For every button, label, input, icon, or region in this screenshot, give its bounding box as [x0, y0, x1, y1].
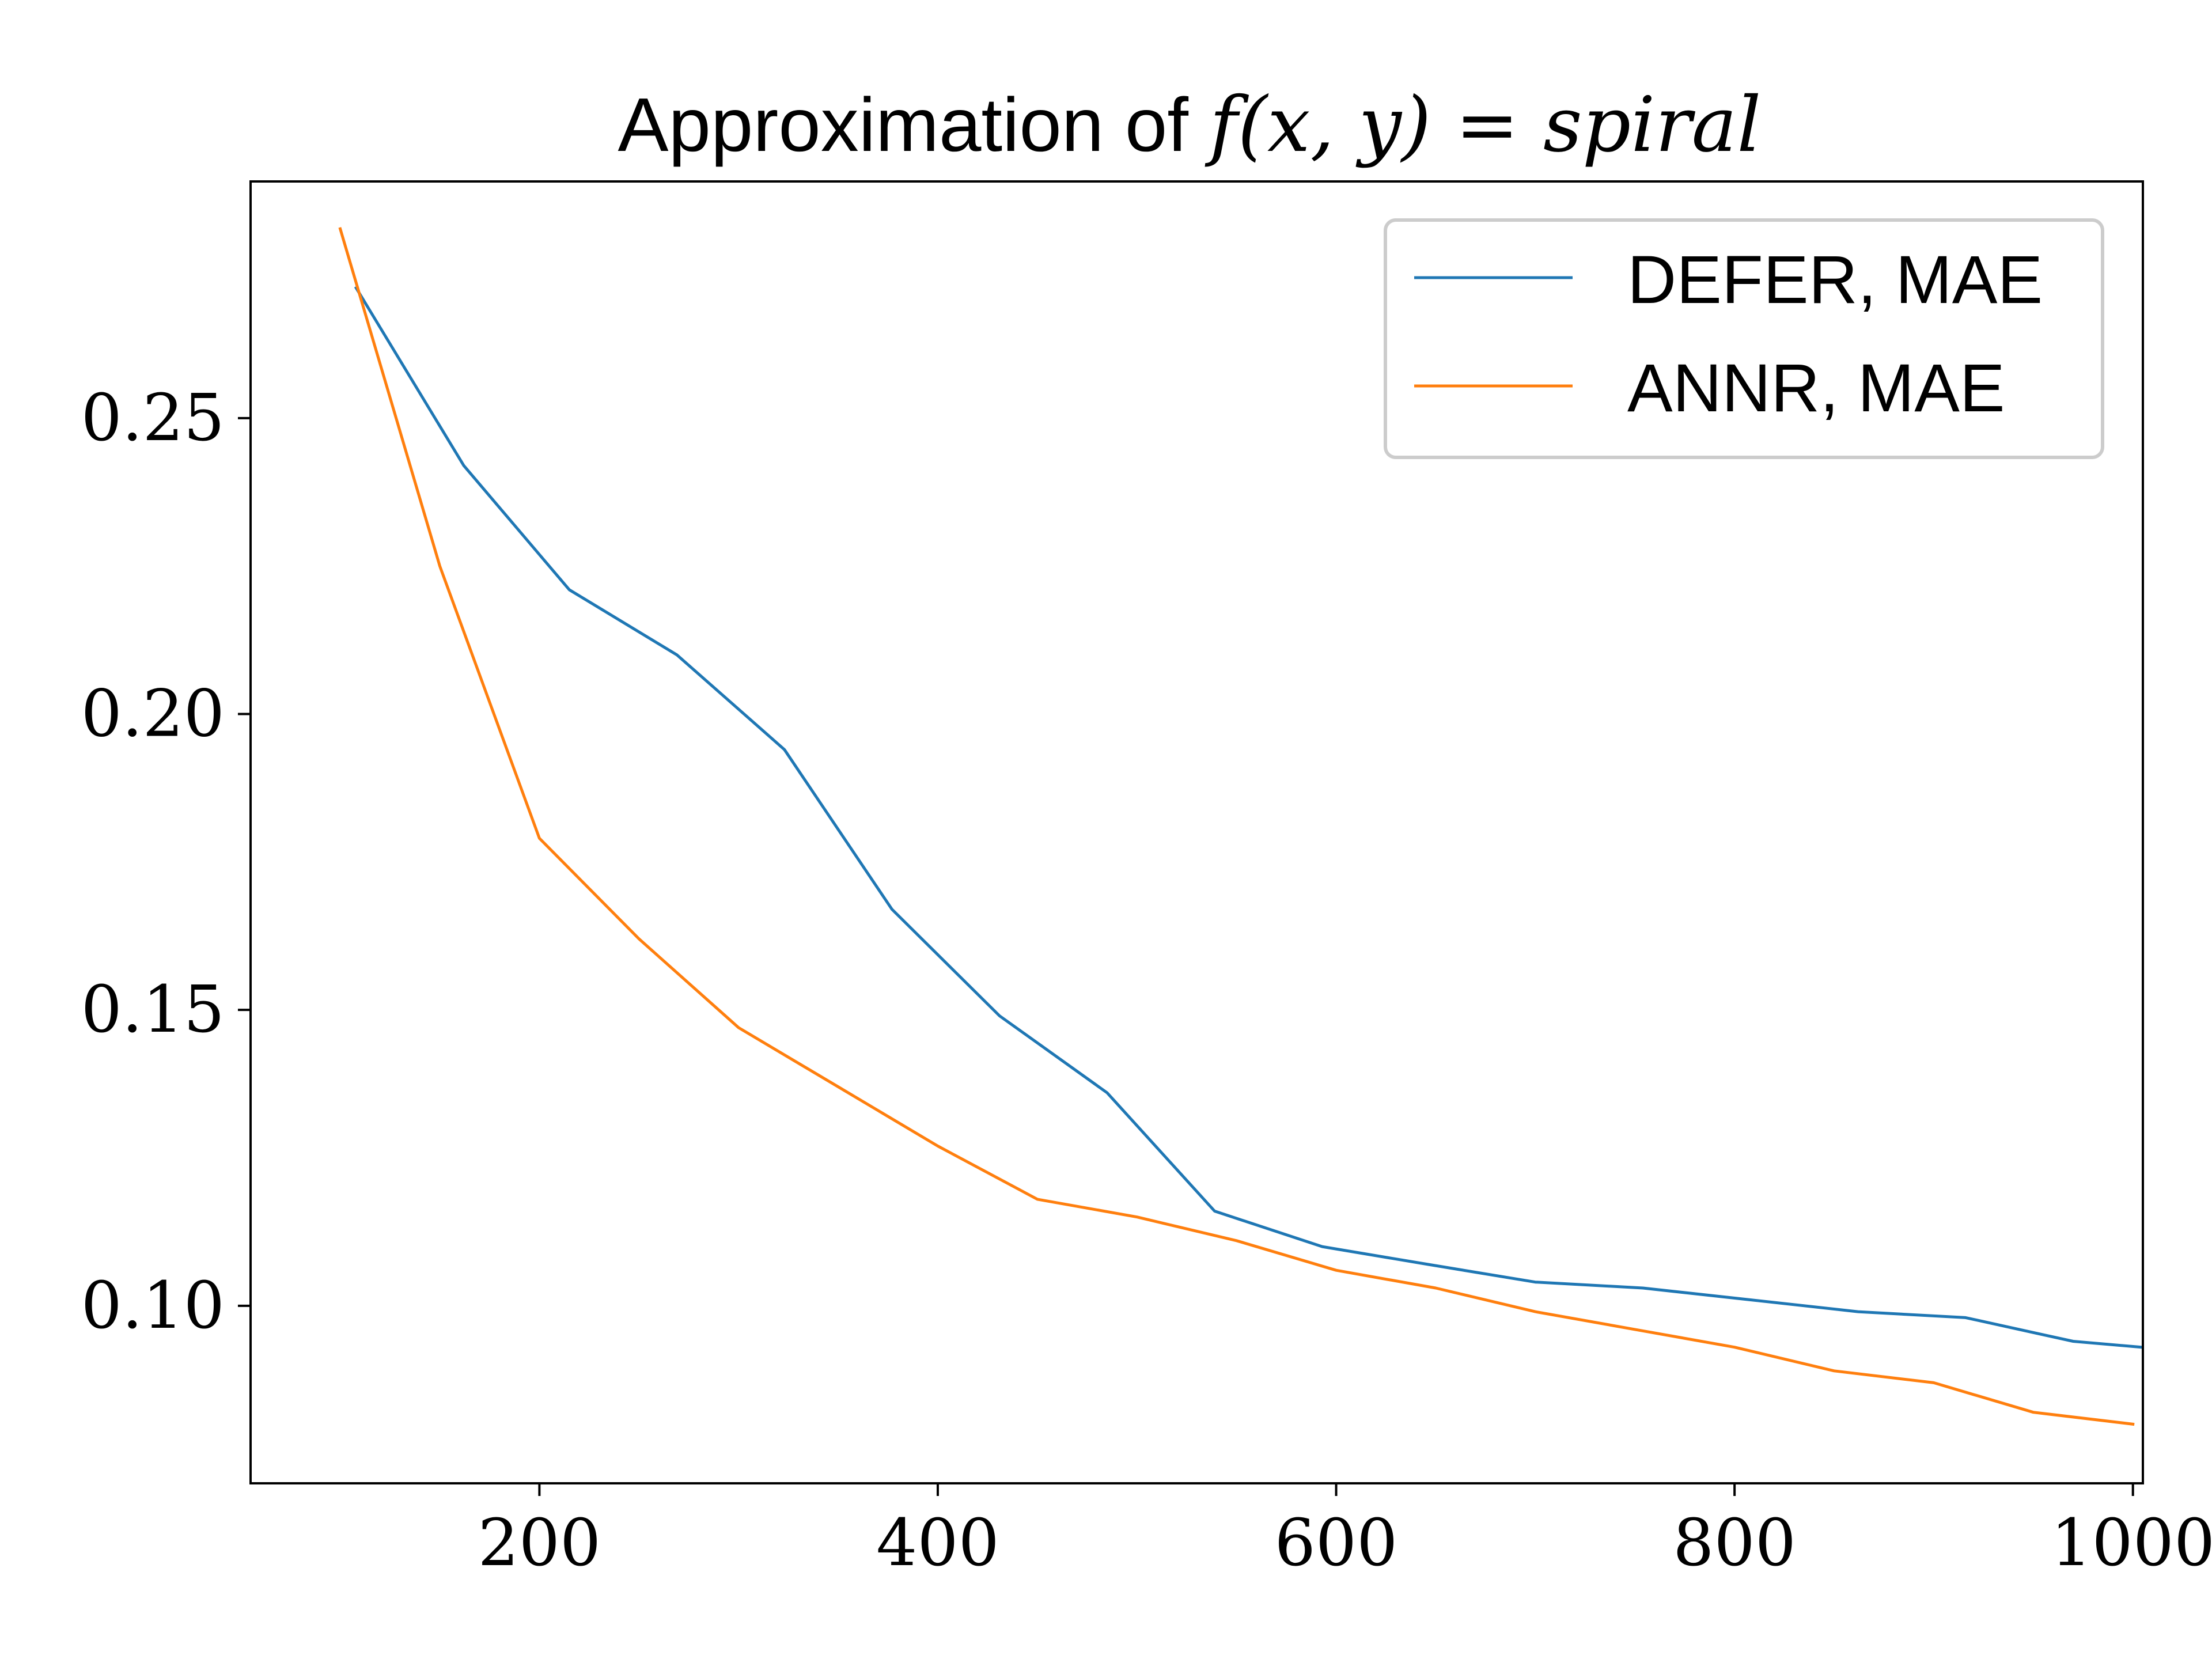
y-ticks-group: 0.10 0.15 0.20 0.25 — [81, 381, 251, 1343]
series-line-annr — [338, 227, 2135, 1426]
chart-title-prefix: Approximation of — [618, 82, 1210, 167]
series-line-defer — [354, 286, 2143, 1349]
legend-label-defer: DEFER, MAE — [1627, 242, 2043, 318]
y-tick-label: 0.25 — [81, 381, 225, 456]
plot-frame — [249, 180, 2144, 1484]
lines-group — [338, 227, 2143, 1426]
x-tick-label: 800 — [1673, 1506, 1796, 1581]
x-tick-label: 200 — [478, 1506, 601, 1581]
x-tick-label: 400 — [876, 1506, 999, 1581]
legend-box — [1384, 218, 2104, 459]
y-tick-label: 0.20 — [81, 677, 225, 752]
x-tick-label: 600 — [1275, 1506, 1398, 1581]
legend: DEFER, MAE ANNR, MAE — [1384, 218, 2104, 459]
x-tick-label: 1000 — [2051, 1506, 2212, 1581]
y-tick-label: 0.10 — [81, 1268, 225, 1343]
y-tick-label: 0.15 — [81, 972, 225, 1047]
chart-title-math: f(x, y) = spiral — [1205, 81, 1762, 169]
legend-label-annr: ANNR, MAE — [1627, 350, 2005, 426]
x-ticks-group: 200 400 600 800 1000 — [478, 1483, 2212, 1581]
chart-title: Approximation of f(x, y) = spiral — [618, 81, 1762, 169]
